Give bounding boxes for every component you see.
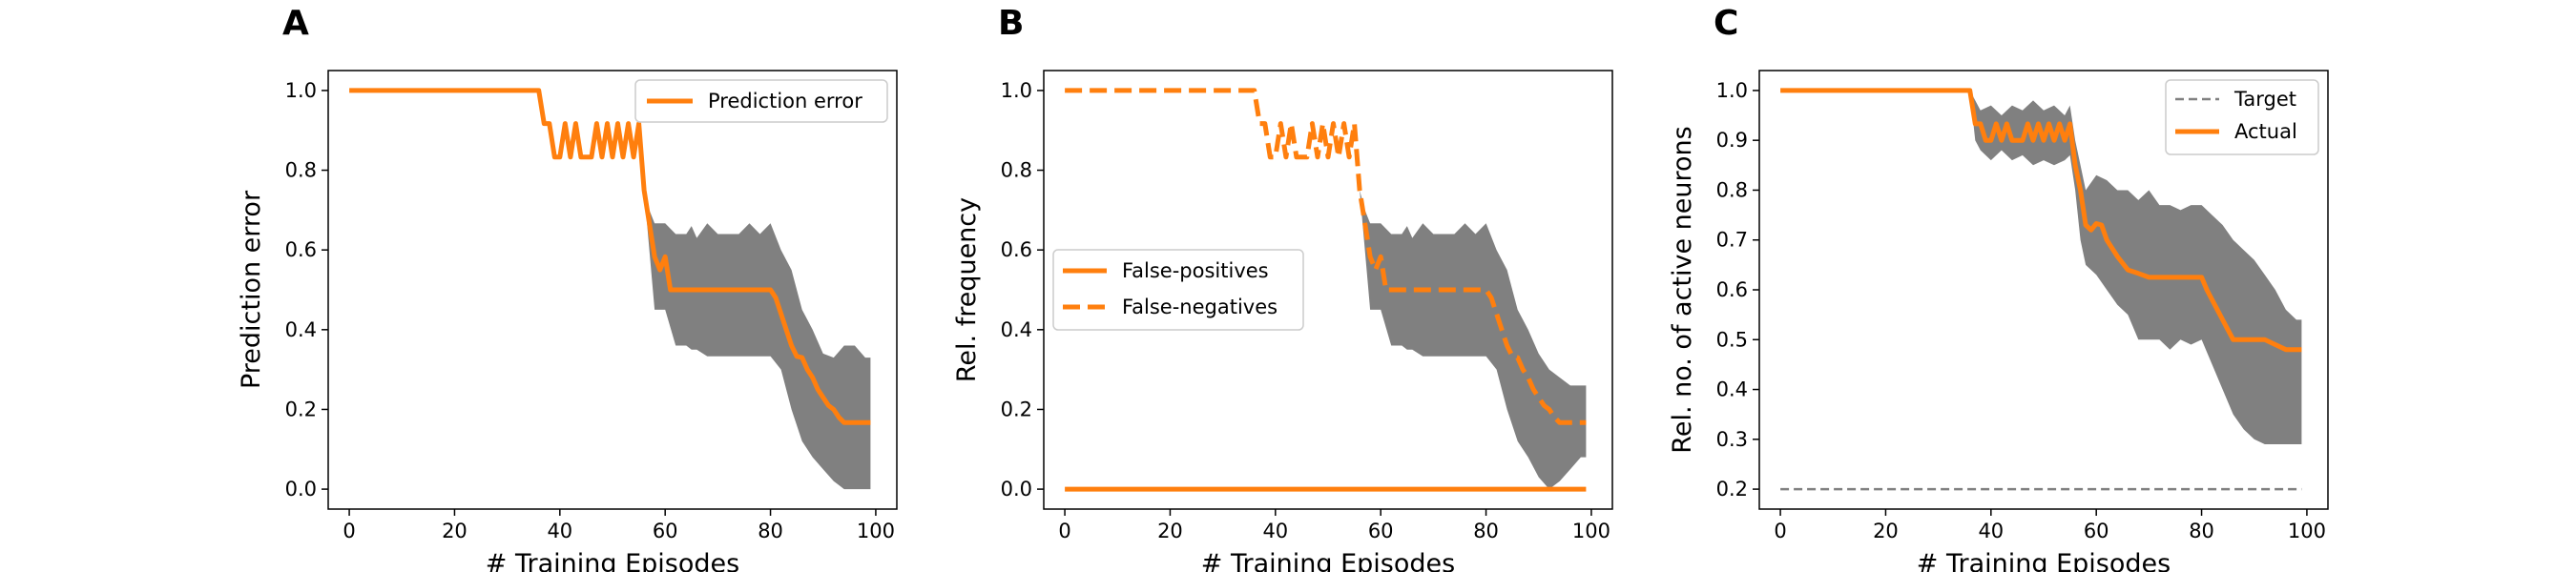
y-axis-label-b: Rel. frequency [952, 197, 982, 382]
legend-b: False-positives False-negatives [1052, 249, 1304, 331]
legend-label-false-positives: False-positives [1122, 259, 1269, 282]
y-tick-label-c-0-2: 0.2 [1716, 478, 1748, 500]
legend-label-actual: Actual [2234, 120, 2297, 143]
plot-area-a: 0 20 40 60 80 100 0.0 0.2 0.4 0.6 0.8 1.0 [285, 79, 895, 542]
x-tick-label-b-60: 60 [1368, 520, 1394, 542]
y-tick-label-c-0-6: 0.6 [1716, 278, 1748, 301]
panel-letter-c: C [1714, 4, 1738, 43]
x-tick-label-a-20: 20 [442, 520, 467, 542]
legend-frame-b [1052, 249, 1304, 331]
y-tick-label-a-0-6: 0.6 [285, 238, 317, 261]
x-axis-label-a: # Training Episodes [486, 549, 739, 572]
y-tick-label-b-0-0: 0.0 [1001, 478, 1032, 500]
panel-a: A 0 20 40 60 80 100 0.0 0.2 0.4 0.6 0.8 1.0 # Train… [237, 4, 898, 572]
y-tick-label-c-0-9: 0.9 [1716, 129, 1748, 152]
y-tick-label-a-0-0: 0.0 [285, 478, 317, 500]
x-tick-label-c-100: 100 [2288, 520, 2326, 542]
panel-letter-a: A [282, 4, 309, 43]
x-tick-label-a-60: 60 [653, 520, 678, 542]
x-tick-label-a-0: 0 [343, 520, 355, 542]
x-tick-label-a-80: 80 [758, 520, 783, 542]
y-tick-label-c-0-5: 0.5 [1716, 328, 1748, 351]
y-tick-label-a-1-0: 1.0 [285, 79, 317, 102]
plot-area-c: 0 20 40 60 80 100 0.2 0.3 0.4 0.5 0.6 0.7 0.8 0.9 1.0 [1716, 79, 2326, 542]
y-tick-label-a-0-4: 0.4 [285, 318, 317, 341]
y-tick-label-c-1-0: 1.0 [1716, 79, 1748, 102]
legend-label-target: Target [2233, 88, 2296, 111]
legend-frame-a [634, 79, 888, 123]
x-tick-label-b-80: 80 [1473, 520, 1499, 542]
y-tick-label-c-0-4: 0.4 [1716, 378, 1748, 401]
legend-c: Target Actual [2165, 79, 2319, 155]
axes-frame-c [1758, 70, 2329, 510]
y-tick-label-a-0-8: 0.8 [285, 159, 317, 182]
x-axis-label-b: # Training Episodes [1201, 549, 1455, 572]
x-tick-label-b-0: 0 [1058, 520, 1070, 542]
y-tick-label-b-0-8: 0.8 [1001, 159, 1032, 182]
axes-frame-b [1043, 70, 1613, 510]
y-tick-label-c-0-8: 0.8 [1716, 178, 1748, 201]
x-tick-label-c-60: 60 [2084, 520, 2109, 542]
series-line-prediction-error [349, 88, 871, 425]
series-line-actual [1780, 88, 2302, 353]
panel-letter-b: B [998, 4, 1024, 43]
legend-a: Prediction error [634, 79, 888, 123]
axes-frame-a [327, 70, 898, 510]
legend-label-prediction-error: Prediction error [708, 90, 862, 112]
legend-label-false-negatives: False-negatives [1122, 296, 1278, 318]
y-axis-label-a: Prediction error [237, 190, 266, 389]
x-tick-label-a-100: 100 [857, 520, 895, 542]
plot-area-b: 0 20 40 60 80 100 0.0 0.2 0.4 0.6 0.8 1.0 [1001, 79, 1610, 542]
y-tick-label-b-0-2: 0.2 [1001, 398, 1032, 420]
std-band-b [1354, 123, 1587, 490]
y-tick-label-b-0-4: 0.4 [1001, 318, 1032, 341]
x-axis-label-c: # Training Episodes [1917, 549, 2171, 572]
y-tick-label-b-0-6: 0.6 [1001, 238, 1032, 261]
y-axis-label-c: Rel. no. of active neurons [1668, 126, 1697, 453]
y-tick-label-a-0-2: 0.2 [285, 398, 317, 420]
y-tick-label-b-1-0: 1.0 [1001, 79, 1032, 102]
x-tick-label-b-100: 100 [1572, 520, 1610, 542]
x-tick-label-c-80: 80 [2189, 520, 2214, 542]
y-tick-label-c-0-3: 0.3 [1716, 428, 1748, 451]
y-tick-label-c-0-7: 0.7 [1716, 229, 1748, 252]
panel-b: B 0 20 40 60 80 100 0.0 0.2 0.4 0.6 0.8 1.0 # Train… [952, 4, 1613, 572]
x-tick-label-b-20: 20 [1157, 520, 1183, 542]
x-tick-label-c-20: 20 [1873, 520, 1899, 542]
x-tick-label-c-0: 0 [1774, 520, 1786, 542]
x-tick-label-b-40: 40 [1262, 520, 1288, 542]
x-tick-label-a-40: 40 [547, 520, 572, 542]
panel-c: C 0 20 40 60 80 100 0.2 0.3 0.4 0.5 0.6 0.7 0.8 0.9 1.… [1668, 4, 2329, 572]
series-line-false-negatives [1065, 88, 1587, 425]
x-tick-label-c-40: 40 [1978, 520, 2004, 542]
std-band-c [1969, 90, 2302, 445]
std-band-a [638, 123, 871, 490]
